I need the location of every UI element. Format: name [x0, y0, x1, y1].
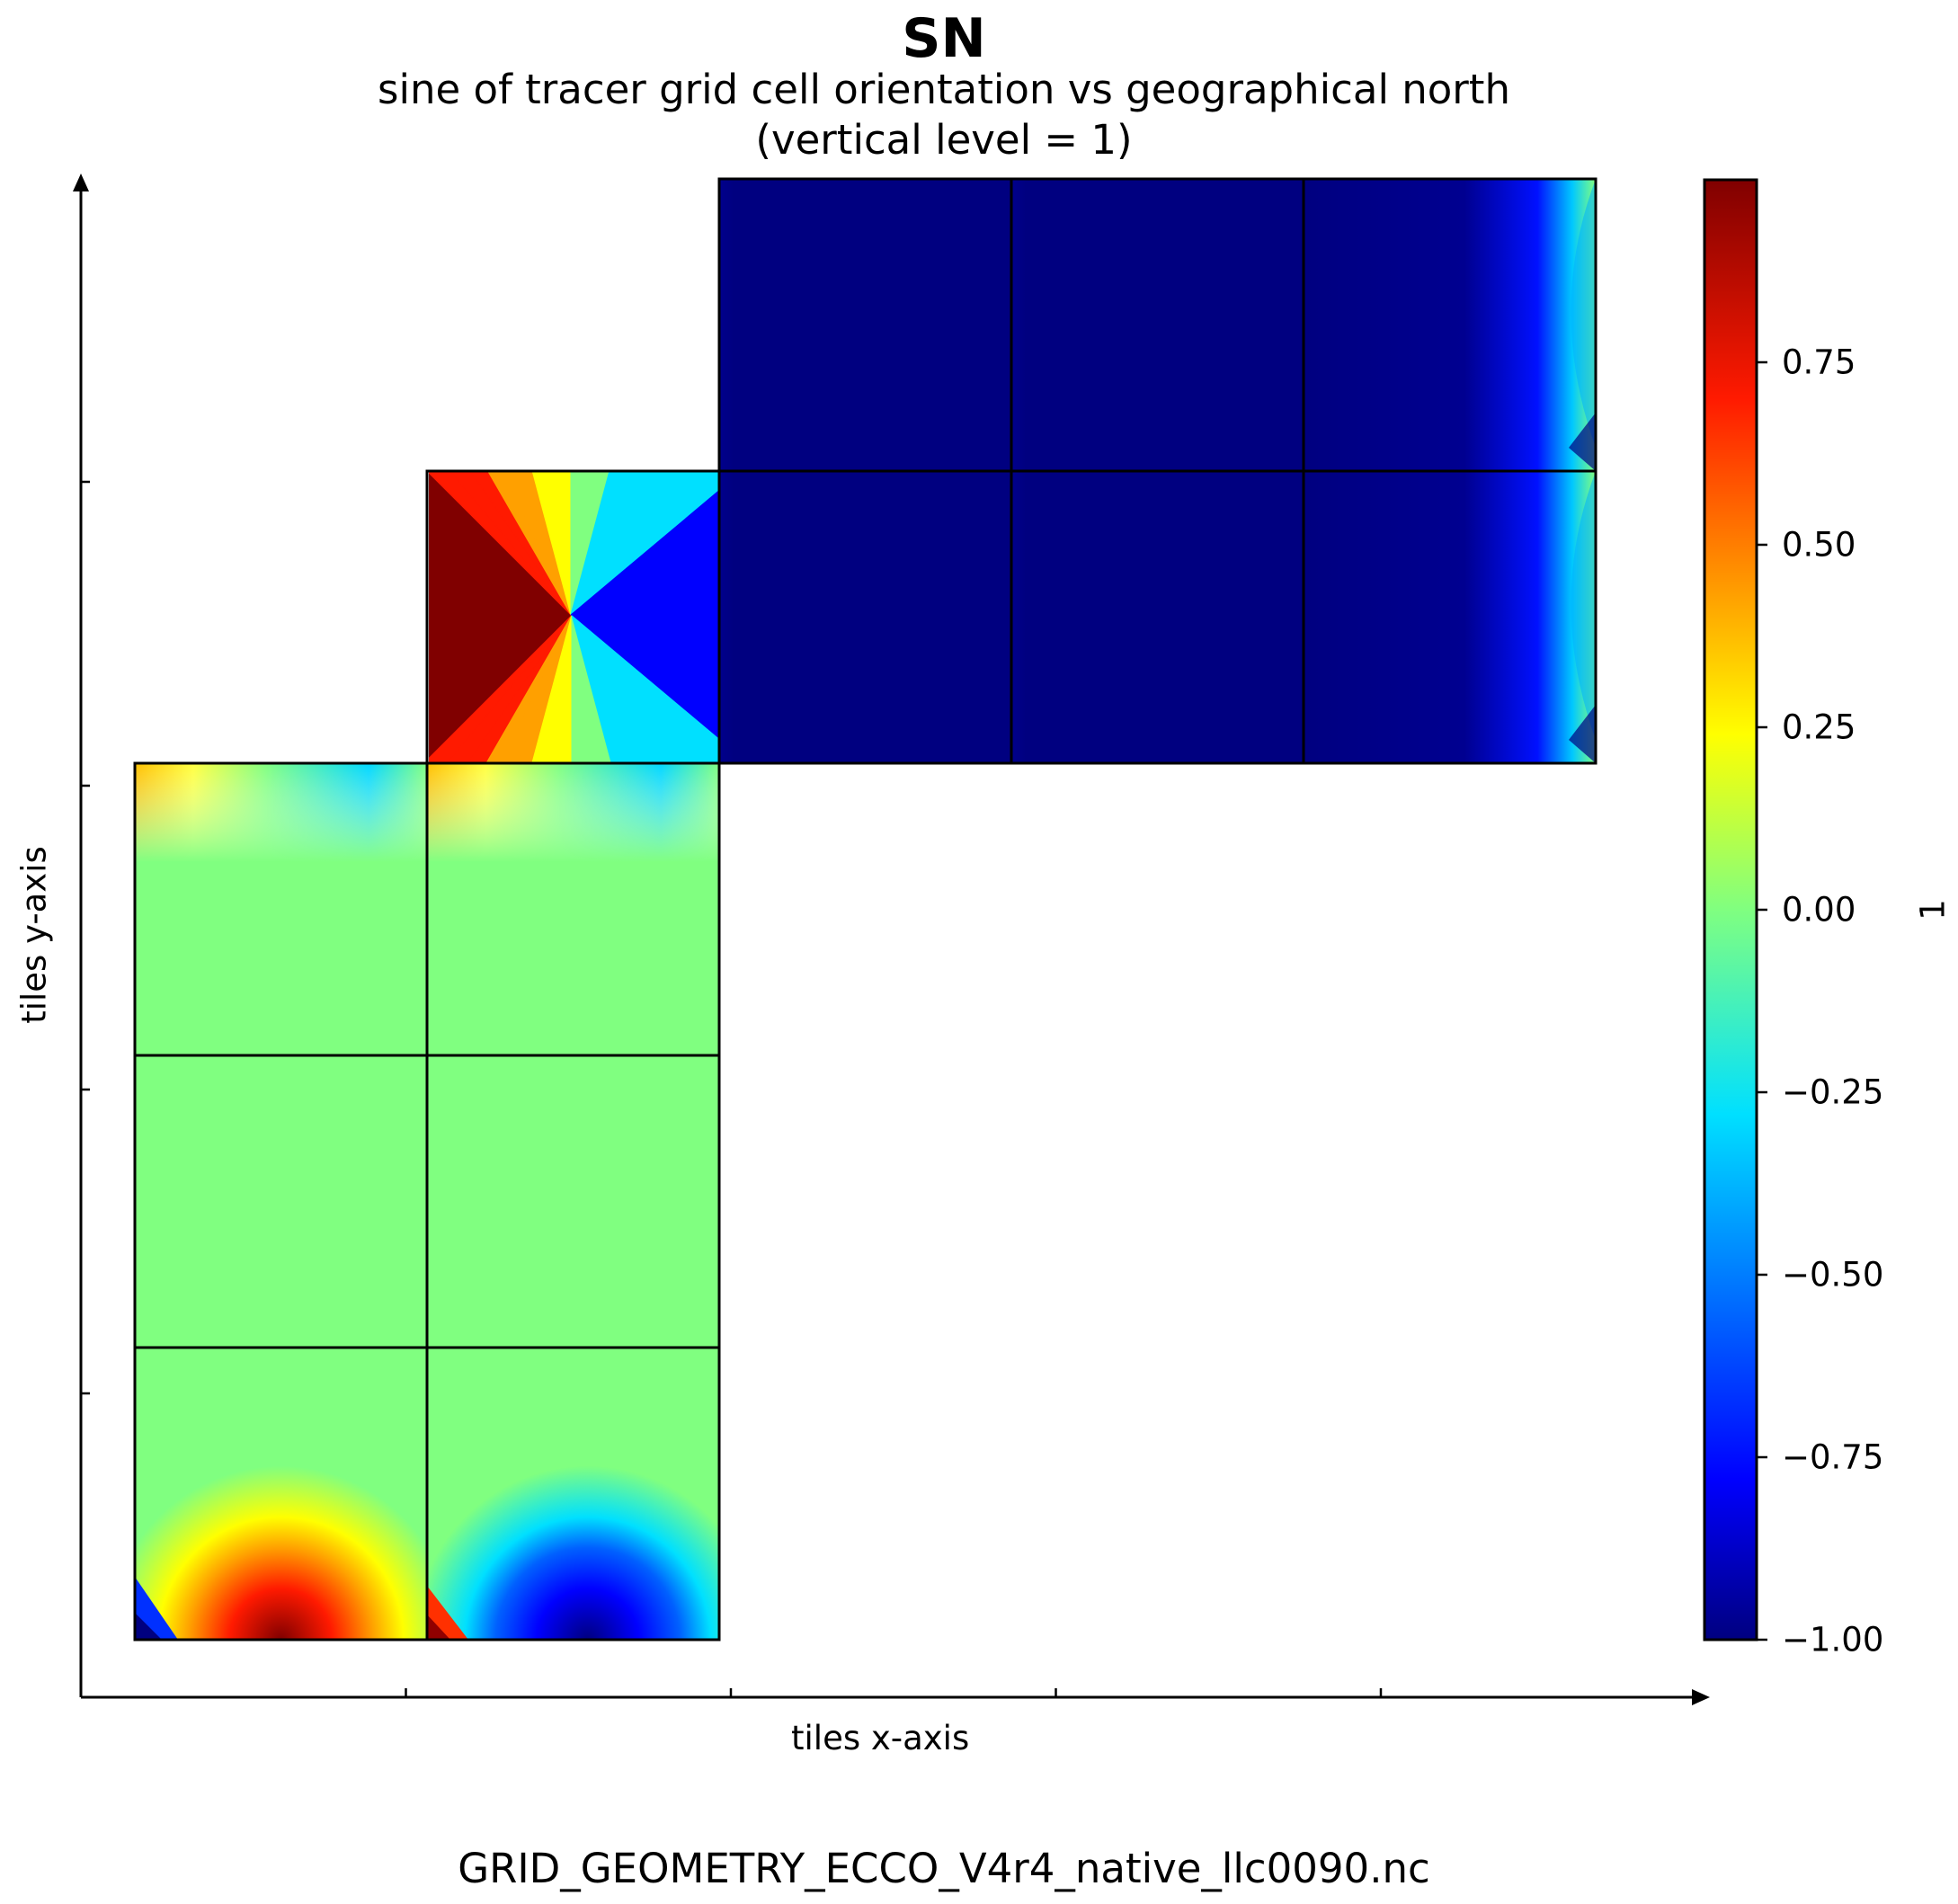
colorbar-tick-label: 0.75	[1782, 343, 1856, 382]
tile-3-4	[1010, 177, 1305, 473]
tile-3-3	[1010, 469, 1305, 765]
tile-1-3	[425, 469, 721, 765]
tile-4-3	[1302, 469, 1598, 765]
tile-grid	[133, 177, 1598, 1642]
tile-0-2	[133, 761, 429, 1057]
axes	[73, 173, 1710, 1705]
colorbar-tick-label: 0.25	[1782, 707, 1856, 747]
tile-1-1	[425, 1054, 721, 1349]
chart-subtitle: sine of tracer grid cell orientation vs …	[378, 66, 1510, 113]
tile-0-1	[133, 1054, 429, 1349]
x-axis-label: tiles x-axis	[791, 1719, 970, 1757]
colorbar	[1703, 178, 1767, 1642]
tile-2-4	[717, 177, 1013, 473]
y-axis-arrow	[73, 173, 89, 191]
tile-0-0	[133, 1346, 429, 1642]
colorbar-gradient	[1703, 178, 1758, 1642]
colorbar-tick-label: 0.50	[1782, 525, 1856, 565]
tile-2-3	[717, 469, 1013, 765]
colorbar-tick-label: 0.00	[1782, 890, 1856, 930]
tile-1-0	[425, 1346, 721, 1642]
tile-1-2	[425, 761, 721, 1057]
colorbar-tick-label: −0.50	[1782, 1255, 1884, 1295]
y-axis-label: tiles y-axis	[14, 846, 54, 1024]
colorbar-tick-label: −0.75	[1782, 1437, 1884, 1477]
source-file-label: GRID_GEOMETRY_ECCO_V4r4_native_llc0090.n…	[458, 1845, 1430, 1892]
colorbar-tick-label: −1.00	[1782, 1620, 1884, 1659]
x-axis-arrow	[1692, 1689, 1710, 1705]
colorbar-label: 1	[1913, 899, 1953, 921]
chart-title: SN	[902, 7, 986, 70]
chart-subtitle-level: (vertical level = 1)	[755, 116, 1133, 164]
tile-4-4	[1302, 177, 1598, 473]
colorbar-tick-label: −0.25	[1782, 1072, 1884, 1112]
